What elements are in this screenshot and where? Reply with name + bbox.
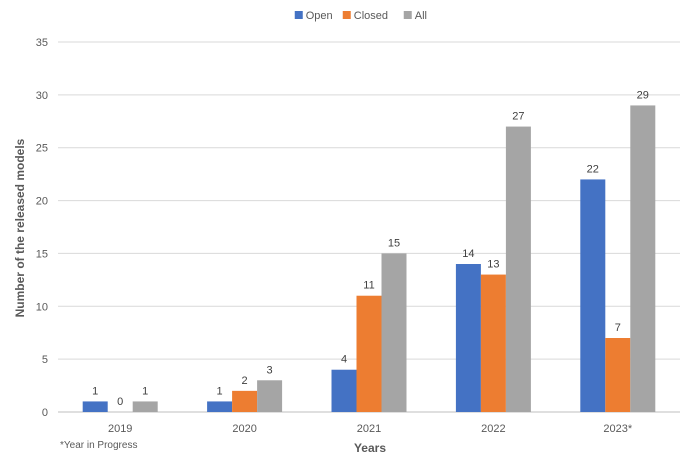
data-label: 4 — [341, 354, 347, 366]
data-label: 22 — [587, 163, 599, 175]
y-tick-label: 35 — [36, 37, 48, 49]
data-label: 13 — [487, 259, 499, 271]
bar-open-2019 — [82, 401, 108, 412]
x-tick-label: 2020 — [232, 423, 256, 435]
data-label: 14 — [462, 248, 474, 260]
y-axis-ticks: 0 5 10 15 20 25 30 35 — [36, 37, 48, 419]
data-label: 0 — [117, 396, 123, 408]
x-axis-ticks: 2019 2020 2021 2022 2023* — [108, 423, 633, 435]
bar-closed-2020 — [232, 390, 258, 412]
data-label: 2 — [242, 375, 248, 387]
bar-all-2022 — [505, 126, 531, 413]
bar-all-2020 — [257, 380, 283, 412]
y-tick-label: 15 — [36, 248, 48, 260]
data-label: 29 — [637, 89, 649, 101]
x-tick-label: 2019 — [108, 423, 132, 435]
y-tick-label: 25 — [36, 143, 48, 155]
y-tick-label: 30 — [36, 90, 48, 102]
bar-open-2023 — [580, 179, 606, 412]
legend-swatch-all — [403, 11, 412, 19]
bars — [82, 105, 656, 413]
bar-closed-2023 — [605, 338, 631, 412]
bar-all-2023 — [630, 105, 656, 412]
legend-label-closed: Closed — [354, 10, 388, 22]
data-label: 1 — [92, 385, 98, 397]
x-tick-label: 2021 — [357, 423, 381, 435]
bar-open-2022 — [455, 264, 481, 412]
bar-open-2021 — [331, 369, 357, 412]
y-tick-label: 5 — [42, 354, 48, 366]
x-axis-title: Years — [354, 441, 386, 455]
data-label: 15 — [388, 237, 400, 249]
bar-open-2020 — [207, 401, 233, 412]
x-tick-label: 2023* — [603, 423, 632, 435]
legend-label-open: Open — [306, 10, 333, 22]
legend-label-all: All — [415, 10, 427, 22]
data-label: 11 — [363, 280, 374, 292]
y-tick-label: 0 — [42, 407, 48, 419]
y-tick-label: 10 — [36, 301, 48, 313]
legend-swatch-closed — [342, 11, 351, 19]
legend-swatch-open — [294, 11, 303, 19]
data-label: 7 — [615, 322, 621, 334]
bar-all-2021 — [381, 253, 407, 412]
legend: Open Closed All — [294, 10, 427, 22]
bar-closed-2021 — [356, 295, 382, 412]
y-tick-label: 20 — [36, 196, 48, 208]
x-tick-label: 2022 — [481, 423, 505, 435]
y-axis-title: Number of the released models — [13, 138, 27, 317]
data-label: 27 — [512, 111, 524, 123]
data-label: 1 — [142, 385, 148, 397]
footnote: *Year in Progress — [60, 440, 137, 451]
bar-all-2019 — [132, 401, 158, 412]
data-label: 3 — [267, 364, 273, 376]
data-label: 1 — [217, 385, 223, 397]
bar-closed-2022 — [480, 274, 506, 412]
